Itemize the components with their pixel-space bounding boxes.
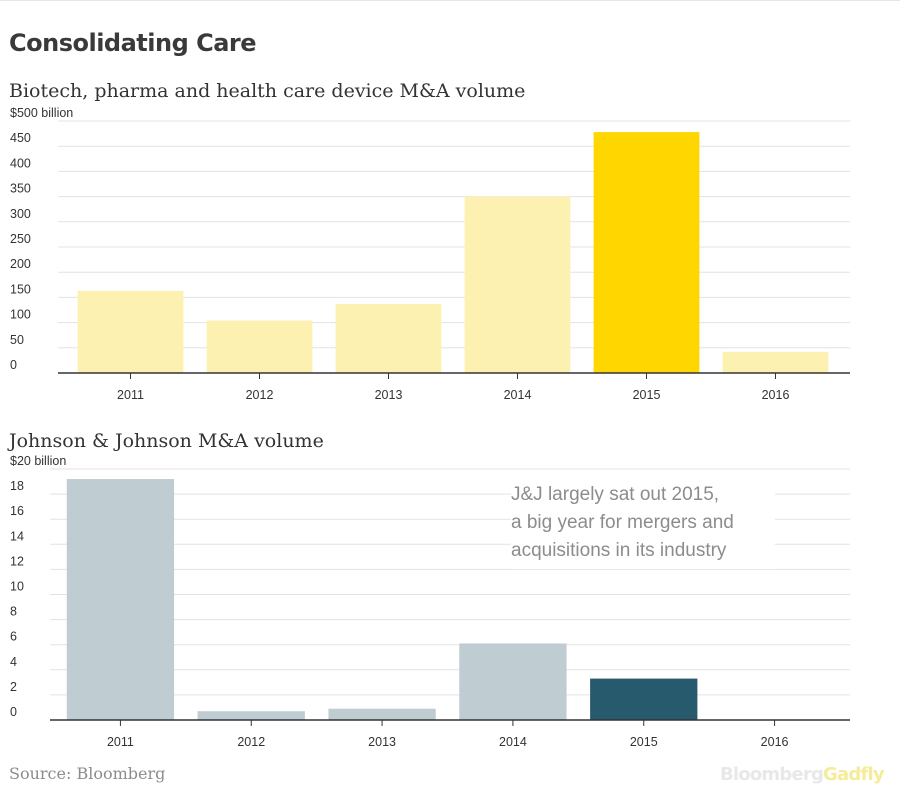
chart1-bar bbox=[593, 132, 700, 373]
annotation-line-3: acquisitions in its industry bbox=[511, 540, 727, 561]
chart2-x-tick-label: 2014 bbox=[499, 735, 527, 749]
brand-logo-part1: Bloomberg bbox=[720, 764, 824, 785]
chart2-bar bbox=[197, 711, 305, 720]
chart1-bar bbox=[722, 351, 829, 373]
chart1-bar bbox=[77, 290, 184, 373]
chart1-bar bbox=[206, 320, 313, 373]
chart2-y-tick-label: 8 bbox=[10, 605, 17, 619]
chart2-x-tick-label: 2015 bbox=[630, 735, 658, 749]
chart2-y-tick-label: 2 bbox=[10, 680, 17, 694]
brand-logo: BloombergGadfly bbox=[720, 764, 885, 785]
chart1-x-tick-label: 2016 bbox=[762, 388, 790, 402]
chart2-title: Johnson & Johnson M&A volume bbox=[9, 430, 324, 452]
chart2-y-tick-label: $20 billion bbox=[10, 454, 66, 468]
chart1-bar bbox=[464, 196, 571, 373]
annotation-line-2: a big year for mergers and bbox=[511, 512, 734, 533]
chart2-y-tick-label: 4 bbox=[10, 655, 17, 669]
chart1-y-tick-label: 250 bbox=[10, 232, 31, 246]
chart2-bar bbox=[590, 678, 698, 720]
chart1-x-tick-label: 2013 bbox=[375, 388, 403, 402]
chart1-y-tick-label: 350 bbox=[10, 182, 31, 196]
chart2-x-tick-label: 2013 bbox=[368, 735, 396, 749]
chart2-y-tick-label: 16 bbox=[10, 504, 24, 518]
brand-logo-part2: Gadfly bbox=[823, 764, 885, 785]
chart1-x-tick-label: 2011 bbox=[117, 388, 144, 402]
chart2-y-tick-label: 12 bbox=[10, 554, 24, 568]
chart1-y-tick-label: 50 bbox=[10, 333, 24, 347]
chart2-y-tick-label: 10 bbox=[10, 580, 24, 594]
chart2-x-tick-label: 2016 bbox=[761, 735, 789, 749]
chart2-y-tick-label: 0 bbox=[10, 705, 17, 719]
chart1-bar bbox=[335, 303, 442, 373]
chart1-x-tick-label: 2012 bbox=[246, 388, 274, 402]
chart1-x-tick-label: 2014 bbox=[504, 388, 532, 402]
ma-volume-bar-chart: 0 50 100 150 200 250 300 350 400 450 $500 billion 2… bbox=[10, 106, 850, 402]
chart2-annotation: J&J largely sat out 2015, a big year for… bbox=[511, 481, 775, 569]
chart1-y-tick-label: $500 billion bbox=[10, 106, 73, 120]
chart2-x-tick-label: 2011 bbox=[107, 735, 134, 749]
chart1-y-tick-label: 0 bbox=[10, 358, 17, 372]
chart1-x-tick-label: 2015 bbox=[633, 388, 661, 402]
chart1-y-tick-label: 150 bbox=[10, 282, 31, 296]
chart1-y-tick-label: 300 bbox=[10, 207, 31, 221]
chart2-bar bbox=[66, 479, 175, 720]
chart2-bar bbox=[459, 643, 567, 720]
chart2-y-tick-label: 6 bbox=[10, 630, 17, 644]
chart2-x-tick-label: 2012 bbox=[237, 735, 265, 749]
page-title: Consolidating Care bbox=[9, 29, 257, 57]
chart2-y-tick-label: 14 bbox=[10, 529, 24, 543]
chart1-y-tick-label: 400 bbox=[10, 156, 31, 170]
chart2-y-tick-label: 18 bbox=[10, 479, 24, 493]
chart1-y-tick-label: 200 bbox=[10, 257, 31, 271]
top-rule bbox=[0, 0, 900, 1]
annotation-line-1: J&J largely sat out 2015, bbox=[511, 484, 720, 505]
chart1-y-tick-label: 450 bbox=[10, 131, 31, 145]
chart2-bar bbox=[328, 708, 436, 720]
chart1-y-tick-label: 100 bbox=[10, 308, 31, 322]
chart1-title: Biotech, pharma and health care device M… bbox=[9, 80, 526, 102]
source-note: Source: Bloomberg bbox=[9, 764, 166, 783]
